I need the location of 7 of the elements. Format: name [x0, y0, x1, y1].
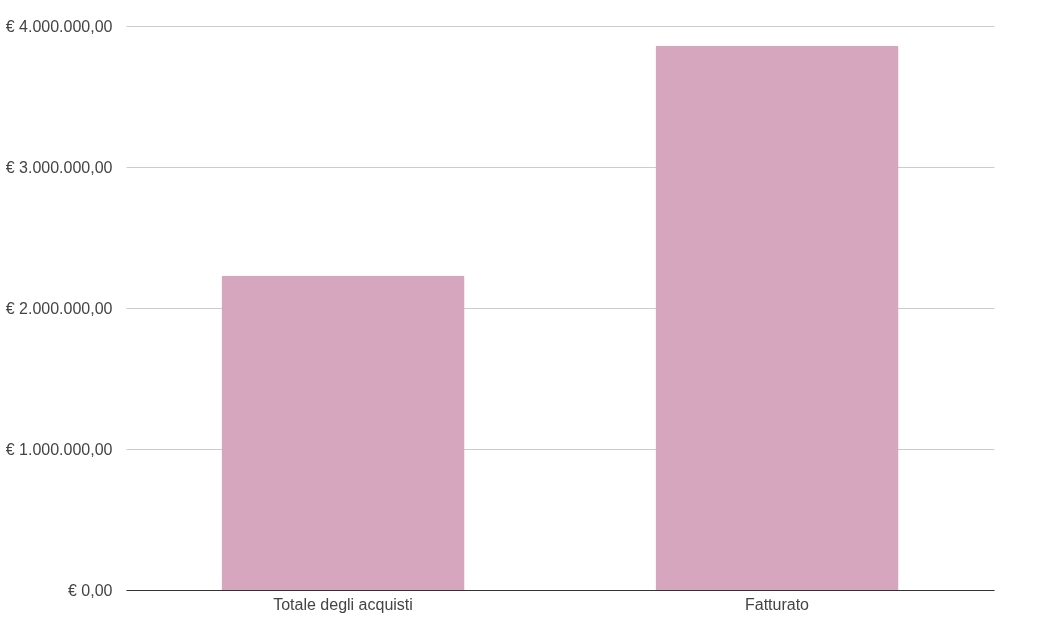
y-tick-label: € 2.000.000,00: [5, 299, 113, 317]
x-tick-label: Fatturato: [744, 595, 810, 613]
x-tick-label: Totale degli acquisti: [273, 595, 413, 613]
y-tick-label: € 0,00: [68, 581, 113, 599]
y-tick-label: € 3.000.000,00: [5, 158, 113, 176]
y-tick-label: € 4.000.000,00: [5, 17, 113, 35]
y-tick-label: € 1.000.000,00: [5, 440, 113, 458]
